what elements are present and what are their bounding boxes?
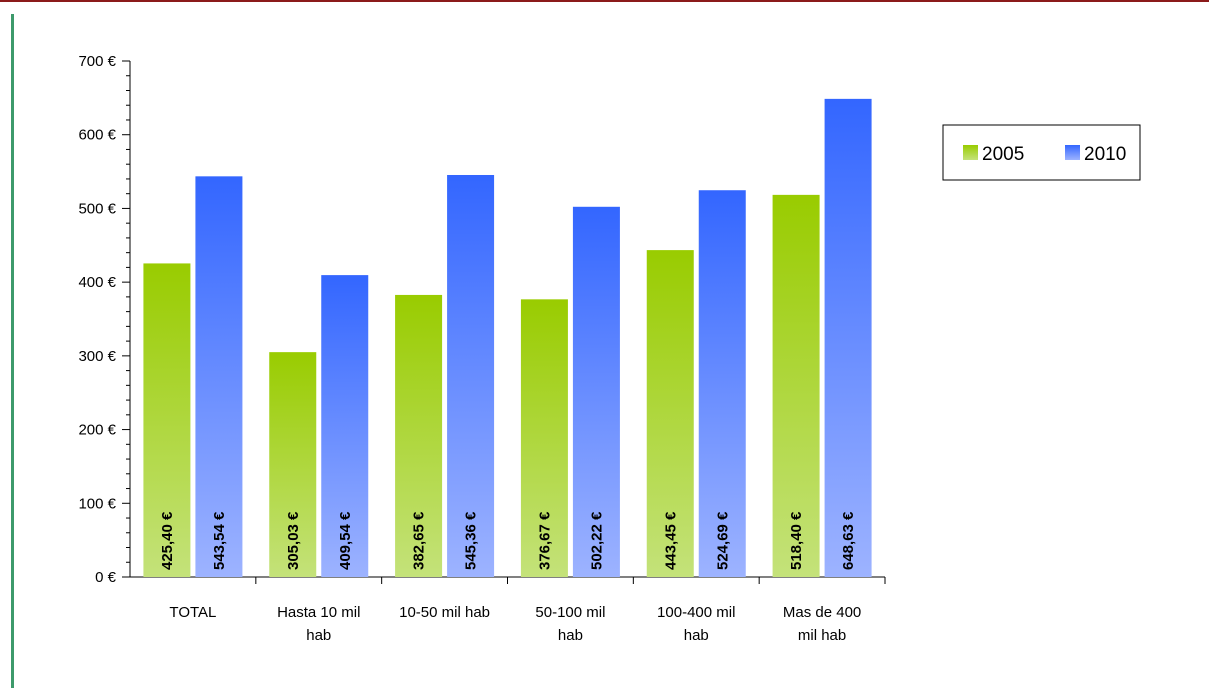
data-label: 518,40 € <box>788 511 805 570</box>
legend-label-2005: 2005 <box>982 144 1024 165</box>
bar-2010 <box>824 98 872 577</box>
y-tick-label: 700 € <box>78 53 116 70</box>
legend-swatch-2005 <box>963 145 978 160</box>
data-label: 502,22 € <box>588 511 605 570</box>
bar-2010 <box>195 176 243 577</box>
data-label: 382,65 € <box>411 511 428 570</box>
data-label: 545,36 € <box>463 511 480 570</box>
bar-2005 <box>143 263 191 577</box>
x-category-label: Mas de 400 mil hab <box>783 604 861 644</box>
top-border-rule <box>0 0 1209 2</box>
bar-2010 <box>447 174 495 578</box>
data-labels: 425,40 € 543,54 € 305,03 € 409,54 € 382,65 €… <box>159 511 857 570</box>
bars <box>143 98 872 578</box>
x-category-label: 100-400 mil hab <box>657 604 735 644</box>
bar-2010 <box>321 275 369 577</box>
left-border-rule <box>11 14 14 688</box>
bar-2005 <box>772 194 820 577</box>
bar-2005 <box>269 352 317 577</box>
x-category-label: 10-50 mil hab <box>399 604 490 621</box>
y-tick-label: 300 € <box>78 348 116 365</box>
data-label: 524,69 € <box>714 511 731 570</box>
x-axis: TOTAL Hasta 10 mil hab 10-50 mil hab 50-100 … <box>130 576 886 644</box>
legend: 2005 2010 <box>942 124 1141 181</box>
y-tick-label: 600 € <box>78 127 116 144</box>
data-label: 425,40 € <box>159 511 176 570</box>
data-label: 305,03 € <box>285 511 302 570</box>
bar-2010 <box>572 206 620 577</box>
legend-swatch-2010 <box>1065 145 1080 160</box>
x-category-label: 50-100 mil hab <box>535 604 605 644</box>
y-tick-label: 500 € <box>78 200 116 217</box>
data-label: 443,45 € <box>662 511 679 570</box>
y-tick-label: 400 € <box>78 274 116 291</box>
y-tick-label: 0 € <box>95 569 117 586</box>
bar-2010 <box>698 190 746 577</box>
data-label: 376,67 € <box>536 511 553 570</box>
bar-2005 <box>395 294 443 577</box>
data-label: 648,63 € <box>840 511 857 570</box>
legend-label-2010: 2010 <box>1084 144 1126 165</box>
bar-2005 <box>646 250 694 577</box>
y-axis: 0 € 100 € 200 € 300 € 400 € 500 € 600 € 700 € <box>78 53 131 586</box>
y-tick-label: 200 € <box>78 422 116 439</box>
x-category-label: Hasta 10 mil hab <box>277 604 360 644</box>
data-label: 543,54 € <box>211 511 228 570</box>
bar-2005 <box>520 299 568 577</box>
data-label: 409,54 € <box>337 511 354 570</box>
y-tick-label: 100 € <box>78 495 116 512</box>
x-category-label: TOTAL <box>169 604 216 621</box>
